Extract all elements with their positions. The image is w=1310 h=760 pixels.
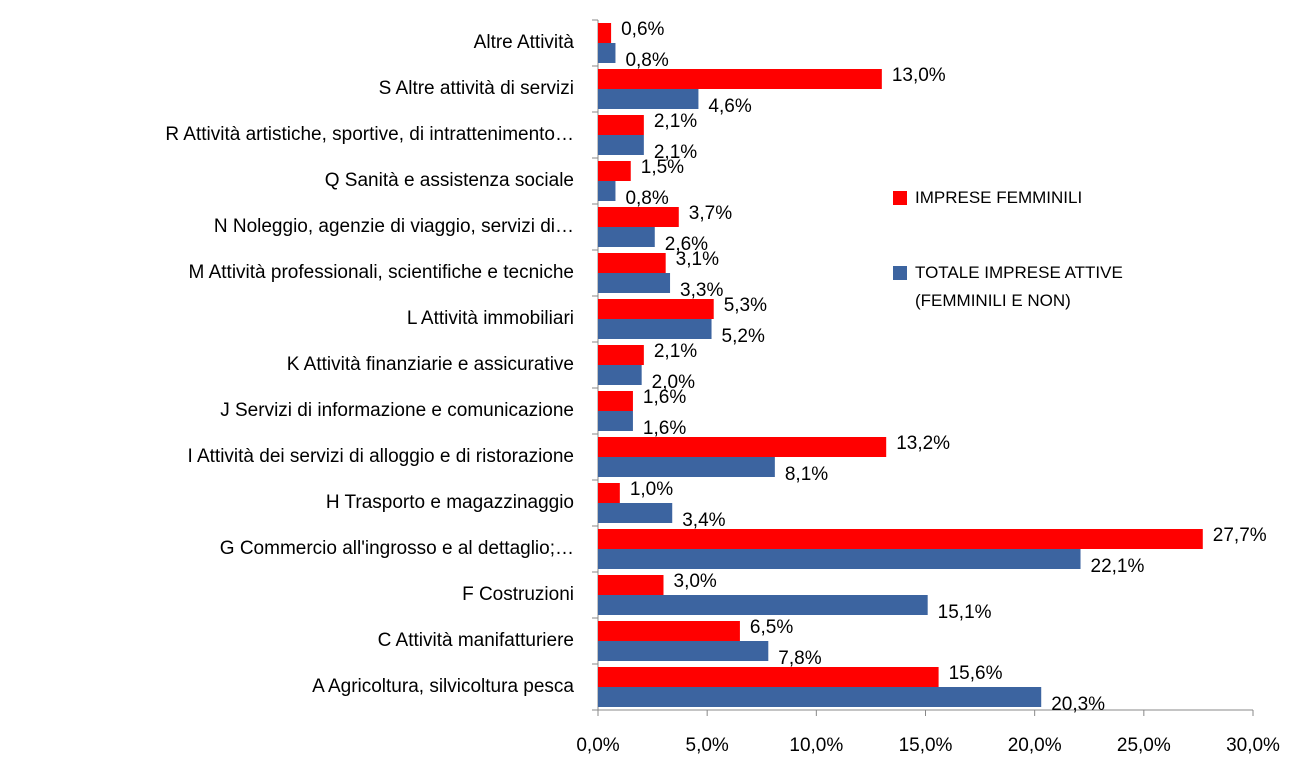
data-label: 0,8% [625,50,668,71]
category-label: F Costruzioni [462,584,574,605]
legend-label: TOTALE IMPRESE ATTIVE (FEMMINILI E NON) [915,263,1123,310]
bar [598,667,939,687]
bar [598,345,644,365]
category-label: J Servizi di informazione e comunicazion… [220,400,574,421]
bar [598,23,612,43]
x-tick-label: 25,0% [1117,735,1171,756]
bar [598,437,887,457]
data-label: 15,1% [938,602,992,623]
data-label: 1,0% [630,479,673,500]
bar [598,457,775,477]
category-label: N Noleggio, agenzie di viaggio, servizi … [214,216,574,237]
data-label: 0,6% [621,19,664,40]
bar [598,319,712,339]
data-label: 2,1% [654,111,697,132]
bar [598,529,1203,549]
category-label: R Attività artistiche, sportive, di intr… [165,124,574,145]
bar [598,411,633,431]
data-label: 1,6% [643,418,686,439]
data-label: 1,5% [641,157,684,178]
data-label: 6,5% [750,617,793,638]
data-label: 2,1% [654,341,697,362]
data-label: 8,1% [785,464,828,485]
category-label: Q Sanità e assistenza sociale [325,170,574,191]
legend-item: TOTALE IMPRESE ATTIVE (FEMMINILI E NON) [893,259,1153,315]
legend-swatch [893,191,907,205]
bar [598,621,740,641]
bar [598,365,642,385]
data-label: 4,6% [708,96,751,117]
bar [598,115,644,135]
bar [598,69,882,89]
x-tick-label: 0,0% [576,735,619,756]
bar [598,43,616,63]
data-label: 27,7% [1213,525,1267,546]
bar [598,483,620,503]
bar [598,575,664,595]
data-label: 2,1% [654,142,697,163]
data-label: 13,0% [892,65,946,86]
data-label: 5,3% [724,295,767,316]
category-label: A Agricoltura, silvicoltura pesca [312,676,574,697]
bar [598,503,673,523]
data-label: 3,4% [682,510,725,531]
category-label: I Attività dei servizi di alloggio e di … [187,446,574,467]
category-label: S Altre attività di servizi [379,78,574,99]
bar [598,207,679,227]
category-label: M Attività professionali, scientifiche e… [189,262,574,283]
x-tick-label: 30,0% [1226,735,1280,756]
bar [598,135,644,155]
x-tick-label: 20,0% [1008,735,1062,756]
x-tick-label: 15,0% [899,735,953,756]
data-label: 20,3% [1051,694,1105,715]
category-label: Altre Attività [474,32,575,53]
data-label: 3,7% [689,203,732,224]
category-label: L Attività immobiliari [407,308,574,329]
data-label: 3,1% [676,249,719,270]
legend-swatch [893,266,907,280]
category-label: K Attività finanziarie e assicurative [287,354,574,375]
data-label: 3,0% [674,571,717,592]
bar [598,641,769,661]
bar [598,299,714,319]
bar [598,391,633,411]
bar [598,253,666,273]
legend-item: IMPRESE FEMMINILI [893,184,1193,212]
category-label: H Trasporto e magazzinaggio [326,492,574,513]
category-label: C Attività manifatturiere [378,630,574,651]
legend-label: IMPRESE FEMMINILI [915,188,1083,207]
bar [598,595,928,615]
bar [598,161,631,181]
x-tick-label: 5,0% [686,735,729,756]
x-tick-label: 10,0% [789,735,843,756]
data-label: 1,6% [643,387,686,408]
data-label: 22,1% [1091,556,1145,577]
bar [598,687,1042,707]
bar [598,181,616,201]
data-label: 15,6% [949,663,1003,684]
data-label: 2,0% [652,372,695,393]
bar [598,549,1081,569]
data-label: 0,8% [625,188,668,209]
data-label: 3,3% [680,280,723,301]
bar [598,227,655,247]
data-label: 5,2% [722,326,765,347]
category-label: G Commercio all'ingrosso e al dettaglio;… [220,538,574,559]
data-label: 2,6% [665,234,708,255]
bar [598,89,699,109]
data-label: 13,2% [896,433,950,454]
bar [598,273,671,293]
data-label: 7,8% [778,648,821,669]
